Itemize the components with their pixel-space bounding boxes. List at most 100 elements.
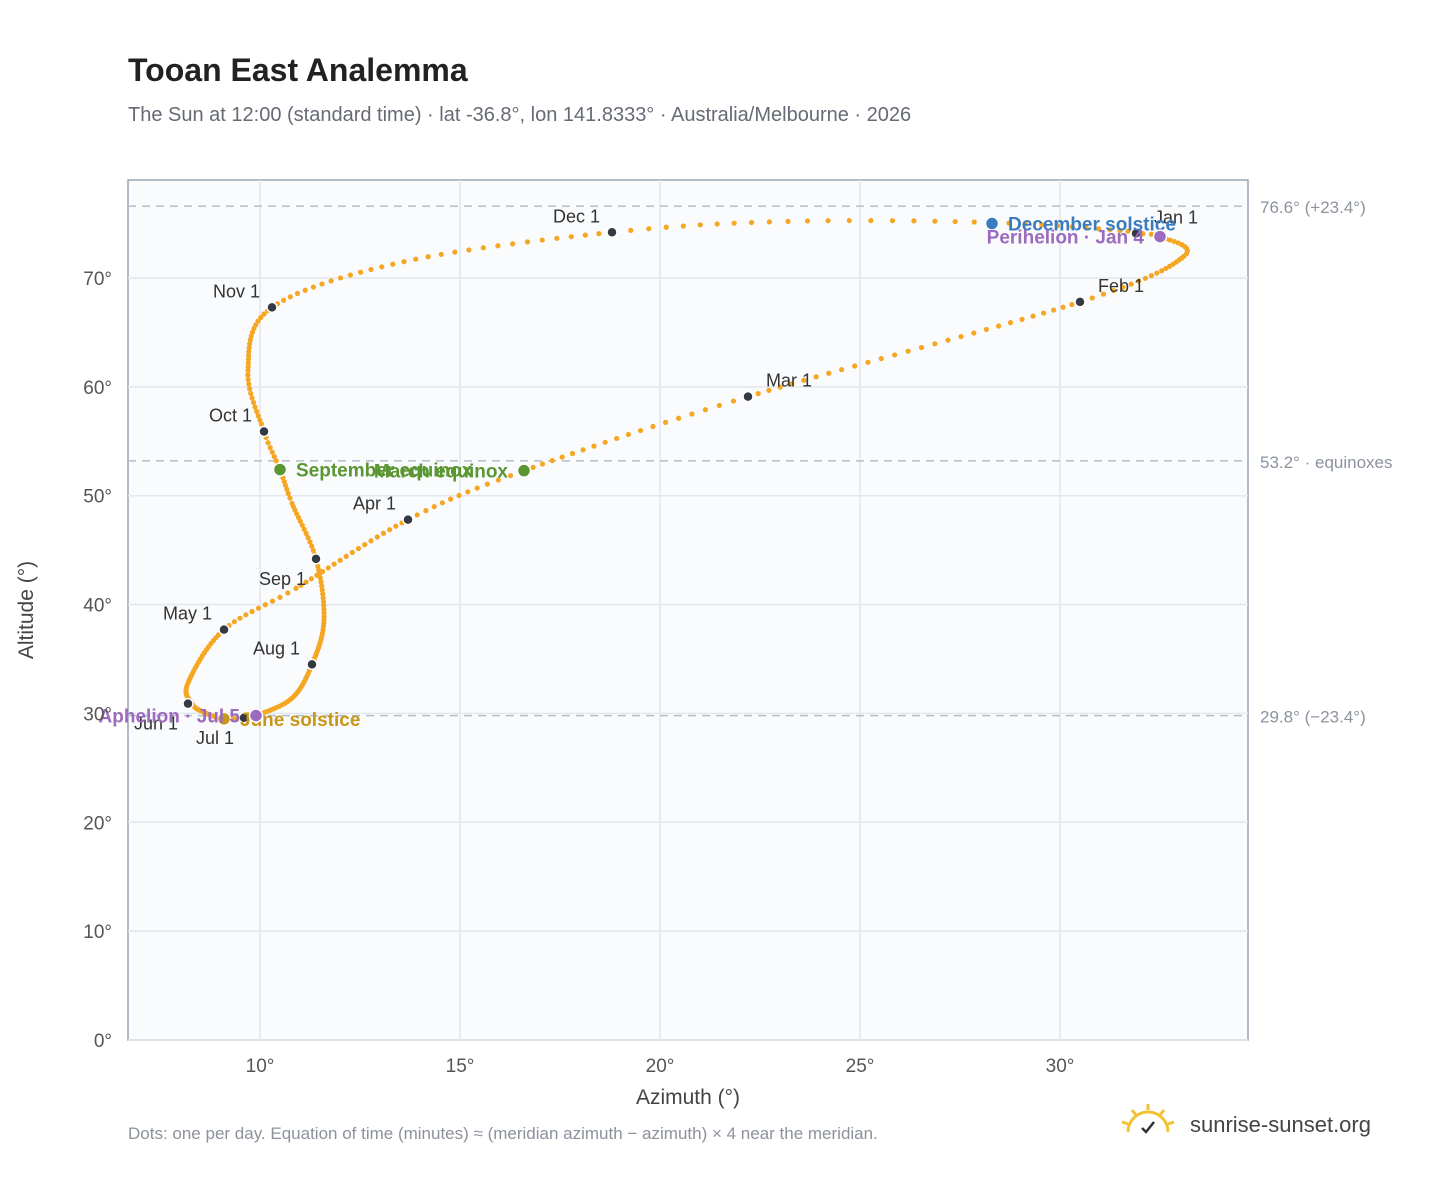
month-marker-label: Jun 1 xyxy=(134,714,178,734)
daily-sun-dot xyxy=(766,387,772,393)
daily-sun-dot xyxy=(714,221,720,227)
daily-sun-dot xyxy=(243,612,249,618)
daily-sun-dot xyxy=(308,576,315,582)
daily-sun-dot xyxy=(507,472,514,479)
daily-sun-dot xyxy=(731,220,737,226)
event-label: September equinox xyxy=(296,461,473,482)
daily-sun-dot xyxy=(637,427,644,434)
daily-sun-dot xyxy=(347,272,353,278)
reference-line-label: 76.6° (+23.4°) xyxy=(1260,198,1366,217)
daily-sun-dot xyxy=(245,372,251,378)
daily-sun-dot xyxy=(1136,278,1142,284)
daily-sun-dot xyxy=(905,348,911,354)
daily-sun-dot xyxy=(328,278,334,284)
daily-sun-dot xyxy=(439,500,445,506)
daily-sun-dot xyxy=(1023,221,1029,227)
daily-sun-dot xyxy=(846,217,852,224)
month-marker xyxy=(218,623,230,636)
daily-sun-dot xyxy=(996,323,1002,329)
daily-sun-dot xyxy=(245,364,251,370)
daily-sun-dot xyxy=(932,341,938,347)
daily-sun-dot xyxy=(343,553,349,559)
month-marker xyxy=(1074,296,1086,308)
daily-sun-dot xyxy=(413,256,419,262)
daily-sun-dot xyxy=(267,445,273,451)
daily-sun-dot xyxy=(1111,287,1117,294)
daily-sun-dot xyxy=(401,259,407,265)
daily-sun-dot xyxy=(277,594,283,600)
daily-sun-dot xyxy=(1148,231,1155,237)
month-marker xyxy=(306,658,318,671)
daily-sun-dot xyxy=(755,390,761,397)
daily-sun-dot xyxy=(1120,284,1126,290)
daily-sun-dot xyxy=(387,527,393,533)
event-marker xyxy=(984,216,1000,231)
daily-sun-dot xyxy=(247,386,253,392)
daily-sun-dot xyxy=(680,223,686,229)
y-tick-label: 60° xyxy=(83,378,112,399)
event-marker xyxy=(216,711,232,727)
plot-background xyxy=(127,179,1249,1041)
daily-sun-dot xyxy=(826,370,832,376)
footnote: Dots: one per day. Equation of time (min… xyxy=(128,1124,878,1143)
daily-sun-dot xyxy=(484,481,490,487)
month-marker-label: Mar 1 xyxy=(766,371,812,391)
daily-sun-dot xyxy=(1163,265,1169,272)
daily-sun-dot xyxy=(269,598,276,604)
daily-sun-dot xyxy=(281,297,287,303)
daily-sun-dot xyxy=(582,232,588,238)
daily-sun-dot xyxy=(452,249,458,255)
month-markers: Jan 1 Feb 1 Mar 1 Apr 1 May 1 Jun 1 Jul 1 Aug 1… xyxy=(134,206,1198,748)
daily-sun-dot xyxy=(357,269,364,275)
daily-sun-dot xyxy=(258,421,264,427)
daily-sun-dot xyxy=(318,579,324,585)
event-label: Aphelion · Jul 5 xyxy=(99,707,241,728)
y-tick-label: 0° xyxy=(94,1031,112,1052)
daily-sun-dot xyxy=(245,356,252,362)
daily-sun-dot xyxy=(320,591,326,597)
daily-sun-dot xyxy=(294,290,301,297)
daily-sun-dot xyxy=(868,217,874,224)
daily-sun-dot xyxy=(663,224,669,230)
reference-line-label: 29.8° (−23.4°) xyxy=(1260,708,1366,727)
daily-sun-dot xyxy=(380,530,387,536)
event-marker xyxy=(272,462,288,477)
daily-sun-dot xyxy=(1051,307,1057,313)
daily-sun-dot xyxy=(320,599,327,605)
daily-sun-dot xyxy=(1069,224,1075,230)
month-marker-label: Oct 1 xyxy=(209,405,252,425)
month-marker xyxy=(310,553,322,565)
event-label: March equinox xyxy=(374,462,509,483)
daily-sun-dot xyxy=(983,326,989,333)
daily-sun-dot xyxy=(301,526,307,532)
y-tick-label: 40° xyxy=(83,596,112,617)
daily-sun-dot xyxy=(368,538,374,544)
month-marker-label: Nov 1 xyxy=(213,281,260,301)
daily-sun-dot xyxy=(316,571,323,577)
daily-sun-dot xyxy=(246,352,252,359)
brand[interactable]: sunrise-sunset.org xyxy=(1120,1102,1420,1146)
y-tick-label: 50° xyxy=(83,487,112,508)
daily-sun-dot xyxy=(319,583,325,589)
daily-sun-dot xyxy=(423,508,429,514)
daily-sun-dot xyxy=(303,530,309,537)
daily-sun-dot xyxy=(1159,268,1165,274)
daily-sun-dot xyxy=(255,605,262,611)
month-marker-label: Feb 1 xyxy=(1098,276,1144,296)
daily-sun-dot xyxy=(393,523,399,529)
daily-sun-dot xyxy=(320,595,326,601)
daily-sun-dot xyxy=(1167,237,1173,243)
sun-logo-icon xyxy=(1121,1104,1175,1134)
daily-sun-dot xyxy=(596,231,602,237)
daily-sun-dot xyxy=(355,545,362,552)
daily-sun-dot xyxy=(273,458,279,464)
y-axis-label: Altitude (°) xyxy=(15,561,38,659)
reference-line-label: 53.2° · equinoxes xyxy=(1260,453,1393,472)
daily-sun-dot xyxy=(231,619,237,625)
daily-sun-dot xyxy=(269,449,275,455)
daily-sun-dot xyxy=(825,218,831,224)
daily-sun-dot xyxy=(257,417,263,423)
daily-sun-dot xyxy=(1030,313,1036,319)
daily-sun-dot xyxy=(646,226,652,232)
daily-sun-dot xyxy=(495,477,501,483)
